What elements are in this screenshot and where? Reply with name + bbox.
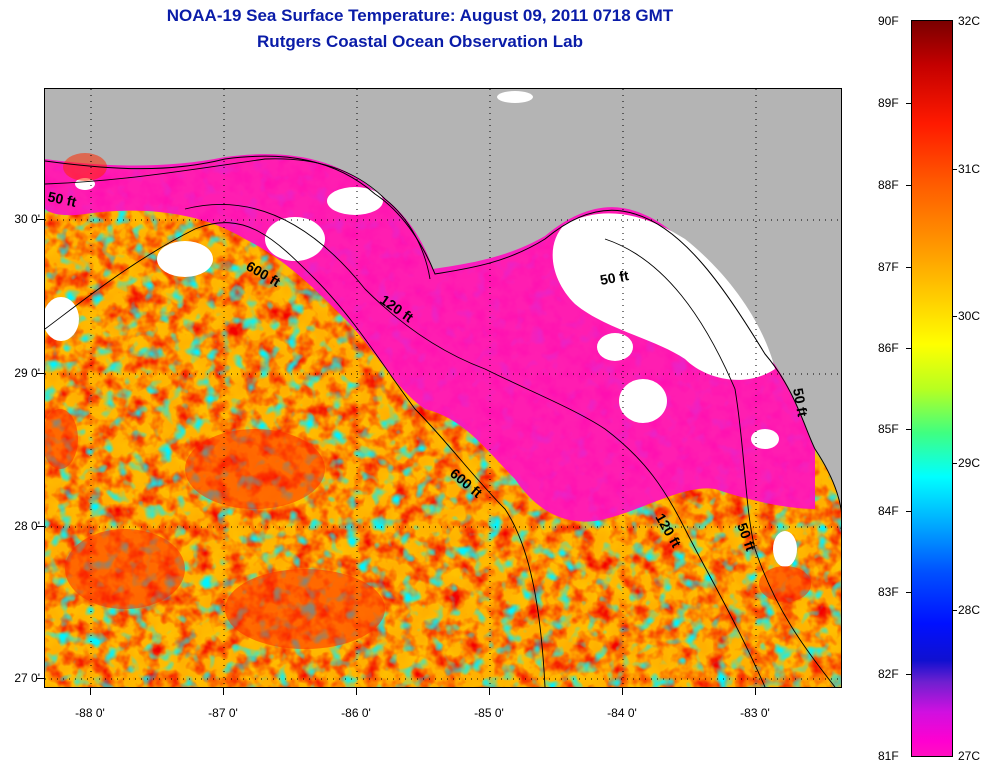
lon-label: -87 0' bbox=[208, 706, 238, 720]
contour-120ft bbox=[184, 204, 766, 687]
colorbar-c-label: 31C bbox=[958, 162, 981, 176]
temperature-colorbar bbox=[911, 20, 953, 757]
depth-contours bbox=[45, 158, 836, 687]
lat-label: 30 0' bbox=[14, 212, 40, 226]
sst-map: 50 ft 600 ft 120 ft 50 ft 600 ft 120 ft … bbox=[44, 88, 842, 688]
colorbar-f-label: 85F bbox=[878, 422, 899, 436]
colorbar-f-label: 88F bbox=[878, 178, 899, 192]
colorbar-f-label: 86F bbox=[878, 341, 899, 355]
lon-label: -85 0' bbox=[474, 706, 504, 720]
colorbar-c-label: 27C bbox=[958, 749, 981, 763]
contour-label: 50 ft bbox=[790, 387, 811, 418]
contour-600ft bbox=[45, 222, 546, 687]
warm-water-patches bbox=[45, 153, 811, 649]
colorbar-f-label: 87F bbox=[878, 260, 899, 274]
map-title: NOAA-19 Sea Surface Temperature: August … bbox=[166, 6, 674, 25]
lat-label: 27 0' bbox=[14, 671, 40, 685]
lon-label: -83 0' bbox=[740, 706, 770, 720]
lat-label: 29 0' bbox=[14, 366, 40, 380]
lon-label: -86 0' bbox=[341, 706, 371, 720]
lat-label: 28 0' bbox=[14, 519, 40, 533]
coastline bbox=[45, 155, 841, 529]
colorbar-f-label: 81F bbox=[878, 749, 899, 763]
contour-label: 50 ft bbox=[599, 267, 630, 288]
cloud-cover bbox=[45, 91, 797, 567]
contour-label: 50 ft bbox=[46, 188, 78, 210]
colorbar-f-label: 82F bbox=[878, 667, 899, 681]
colorbar-c-label: 32C bbox=[958, 14, 981, 28]
graticule bbox=[45, 89, 841, 687]
contour-50ft-west bbox=[45, 158, 431, 280]
colorbar-c-label: 29C bbox=[958, 456, 981, 470]
colorbar-f-label: 89F bbox=[878, 96, 899, 110]
colorbar-f-label: 83F bbox=[878, 585, 899, 599]
map-subtitle: Rutgers Coastal Ocean Observation Lab bbox=[257, 32, 583, 51]
sst-map-canvas: 50 ft 600 ft 120 ft 50 ft 600 ft 120 ft … bbox=[45, 89, 841, 687]
colorbar-f-label: 90F bbox=[878, 14, 899, 28]
lon-label: -88 0' bbox=[75, 706, 105, 720]
colorbar-f-label: 84F bbox=[878, 504, 899, 518]
colorbar-c-label: 28C bbox=[958, 603, 981, 617]
contour-50ft-east bbox=[604, 238, 836, 687]
colorbar-c-label: 30C bbox=[958, 309, 981, 323]
lon-label: -84 0' bbox=[607, 706, 637, 720]
